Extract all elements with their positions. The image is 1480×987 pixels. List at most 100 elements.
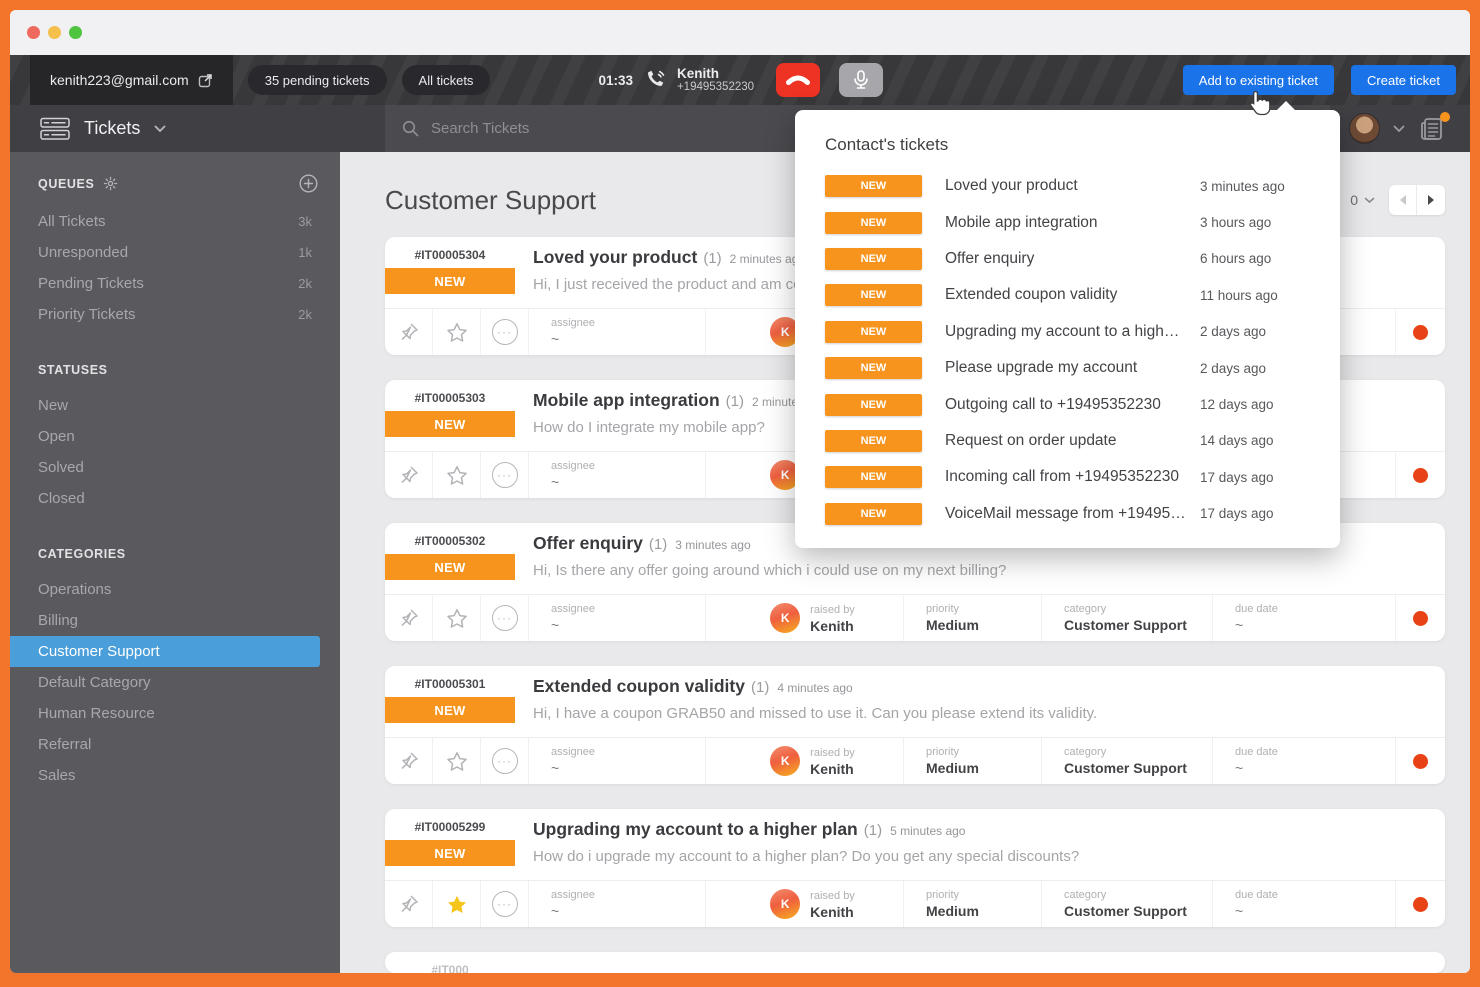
raised-by-value[interactable]: Kenith xyxy=(810,904,854,920)
add-to-existing-ticket-button[interactable]: Add to existing ticket xyxy=(1182,65,1335,95)
queue-count: 1k xyxy=(298,245,312,260)
popup-ticket-row[interactable]: NEW Outgoing call to +19495352230 12 day… xyxy=(795,386,1340,422)
sidebar-item-unresponded[interactable]: Unresponded 1k xyxy=(10,237,340,268)
star-icon[interactable] xyxy=(433,452,481,498)
star-icon[interactable] xyxy=(433,738,481,784)
category-value: Customer Support xyxy=(1064,617,1187,633)
more-options-icon[interactable]: ··· xyxy=(481,309,529,355)
pin-icon[interactable] xyxy=(385,881,433,927)
sidebar-item-open[interactable]: Open xyxy=(10,421,340,452)
sidebar-item-closed[interactable]: Closed xyxy=(10,483,340,514)
sidebar-item-solved[interactable]: Solved xyxy=(10,452,340,483)
ticket-snippet: Hi, I just received the product and am c… xyxy=(533,276,814,293)
create-ticket-button[interactable]: Create ticket xyxy=(1351,65,1456,95)
close-window-button[interactable] xyxy=(27,26,40,39)
popup-ticket-time: 2 days ago xyxy=(1200,324,1267,340)
ticket-title[interactable]: Extended coupon validity xyxy=(533,676,745,696)
new-badge: NEW xyxy=(825,502,922,525)
popup-ticket-row[interactable]: NEW Offer enquiry 6 hours ago xyxy=(795,241,1340,277)
pin-icon[interactable] xyxy=(385,452,433,498)
sidebar-item-sales[interactable]: Sales xyxy=(10,760,340,791)
sidebar-item-new[interactable]: New xyxy=(10,390,340,421)
ticket-title[interactable]: Upgrading my account to a higher plan xyxy=(533,819,858,839)
all-tickets-pill[interactable]: All tickets xyxy=(401,65,491,95)
add-to-existing-label: Add to existing ticket xyxy=(1198,72,1319,88)
popup-ticket-row[interactable]: NEW Request on order update 14 days ago xyxy=(795,423,1340,459)
assignee-label: assignee xyxy=(551,317,596,329)
pin-icon[interactable] xyxy=(385,309,433,355)
ticket-card[interactable]: #IT00005299 NEW Upgrading my account to … xyxy=(385,809,1445,927)
more-options-icon[interactable]: ··· xyxy=(481,738,529,784)
statuses-title: STATUSES xyxy=(38,363,108,377)
popup-ticket-row[interactable]: NEW Please upgrade my account 2 days ago xyxy=(795,350,1340,386)
ticket-id: #IT00005301 xyxy=(414,677,486,691)
more-options-icon[interactable]: ··· xyxy=(481,881,529,927)
pin-icon[interactable] xyxy=(385,595,433,641)
avatar-chevron-down-icon[interactable] xyxy=(1393,125,1405,133)
mute-mic-button[interactable] xyxy=(839,63,884,97)
module-switcher[interactable]: Tickets xyxy=(10,117,340,141)
ticket-title[interactable]: Mobile app integration xyxy=(533,390,720,410)
statuses-list: New Open Solved Closed xyxy=(10,390,340,514)
raised-by-value[interactable]: Kenith xyxy=(810,618,854,634)
new-badge: NEW xyxy=(825,429,922,452)
ticket-id: #IT00005303 xyxy=(414,391,486,405)
hangup-call-button[interactable] xyxy=(776,63,821,97)
sidebar-item-referral[interactable]: Referral xyxy=(10,729,340,760)
external-link-icon[interactable] xyxy=(198,73,213,88)
category-cell: category Customer Support xyxy=(1042,738,1213,784)
contact-avatar: K xyxy=(770,746,801,776)
contact-email-chip[interactable]: kenith223@gmail.com xyxy=(30,55,233,105)
ticket-id: #IT00005299 xyxy=(414,820,486,834)
search-input[interactable] xyxy=(431,120,831,137)
minimize-window-button[interactable] xyxy=(48,26,61,39)
ticket-card-partial[interactable]: #IT000 xyxy=(385,952,1445,973)
raised-by-label: raised by xyxy=(810,604,855,616)
sidebar-item-priority-tickets[interactable]: Priority Tickets 2k xyxy=(10,299,340,330)
assignee-label: assignee xyxy=(551,889,596,901)
category-label: Default Category xyxy=(38,674,151,691)
ticket-title[interactable]: Loved your product xyxy=(533,247,698,267)
sidebar-item-all-tickets[interactable]: All Tickets 3k xyxy=(10,206,340,237)
new-badge: NEW xyxy=(825,393,922,416)
pin-icon[interactable] xyxy=(385,738,433,784)
add-queue-icon[interactable] xyxy=(299,174,318,193)
popup-ticket-row[interactable]: NEW Loved your product 3 minutes ago xyxy=(795,168,1340,204)
pagination xyxy=(1389,185,1445,215)
assignee-cell: assignee ~ xyxy=(529,738,706,784)
new-badge: NEW xyxy=(825,320,922,343)
create-ticket-label: Create ticket xyxy=(1367,72,1440,88)
sidebar-item-billing[interactable]: Billing xyxy=(10,605,340,636)
assignee-label: assignee xyxy=(551,460,596,472)
chevron-down-icon xyxy=(154,125,166,133)
ticket-time: 5 minutes ago xyxy=(890,824,966,838)
star-icon-filled[interactable] xyxy=(433,881,481,927)
next-page-button[interactable] xyxy=(1417,185,1445,215)
sidebar-item-human-resource[interactable]: Human Resource xyxy=(10,698,340,729)
sidebar-item-default-category[interactable]: Default Category xyxy=(10,667,340,698)
sidebar-item-operations[interactable]: Operations xyxy=(10,574,340,605)
popup-ticket-row[interactable]: NEW Incoming call from +19495352230 17 d… xyxy=(795,459,1340,495)
page-size-dropdown[interactable]: 0 xyxy=(1350,192,1375,208)
gear-icon[interactable] xyxy=(103,176,118,191)
popup-ticket-row[interactable]: NEW VoiceMail message from +19495… 17 da… xyxy=(795,496,1340,532)
ticket-card[interactable]: #IT00005301 NEW Extended coupon validity… xyxy=(385,666,1445,784)
ticket-title[interactable]: Offer enquiry xyxy=(533,533,643,553)
popup-ticket-row[interactable]: NEW Upgrading my account to a high… 2 da… xyxy=(795,314,1340,350)
popup-ticket-time: 3 hours ago xyxy=(1200,215,1272,231)
priority-value: Medium xyxy=(926,760,979,776)
pending-tickets-pill[interactable]: 35 pending tickets xyxy=(247,65,387,95)
raised-by-value[interactable]: Kenith xyxy=(810,761,854,777)
sidebar-item-pending-tickets[interactable]: Pending Tickets 2k xyxy=(10,268,340,299)
more-options-icon[interactable]: ··· xyxy=(481,452,529,498)
popup-ticket-row[interactable]: NEW Mobile app integration 3 hours ago xyxy=(795,204,1340,240)
sidebar-item-customer-support[interactable]: Customer Support xyxy=(10,636,320,667)
user-avatar[interactable] xyxy=(1349,113,1380,144)
popup-ticket-row[interactable]: NEW Extended coupon validity 11 hours ag… xyxy=(795,277,1340,313)
star-icon[interactable] xyxy=(433,595,481,641)
more-options-icon[interactable]: ··· xyxy=(481,595,529,641)
previous-page-button[interactable] xyxy=(1389,185,1417,215)
zoom-window-button[interactable] xyxy=(69,26,82,39)
star-icon[interactable] xyxy=(433,309,481,355)
activity-feed-icon[interactable] xyxy=(1418,111,1450,143)
